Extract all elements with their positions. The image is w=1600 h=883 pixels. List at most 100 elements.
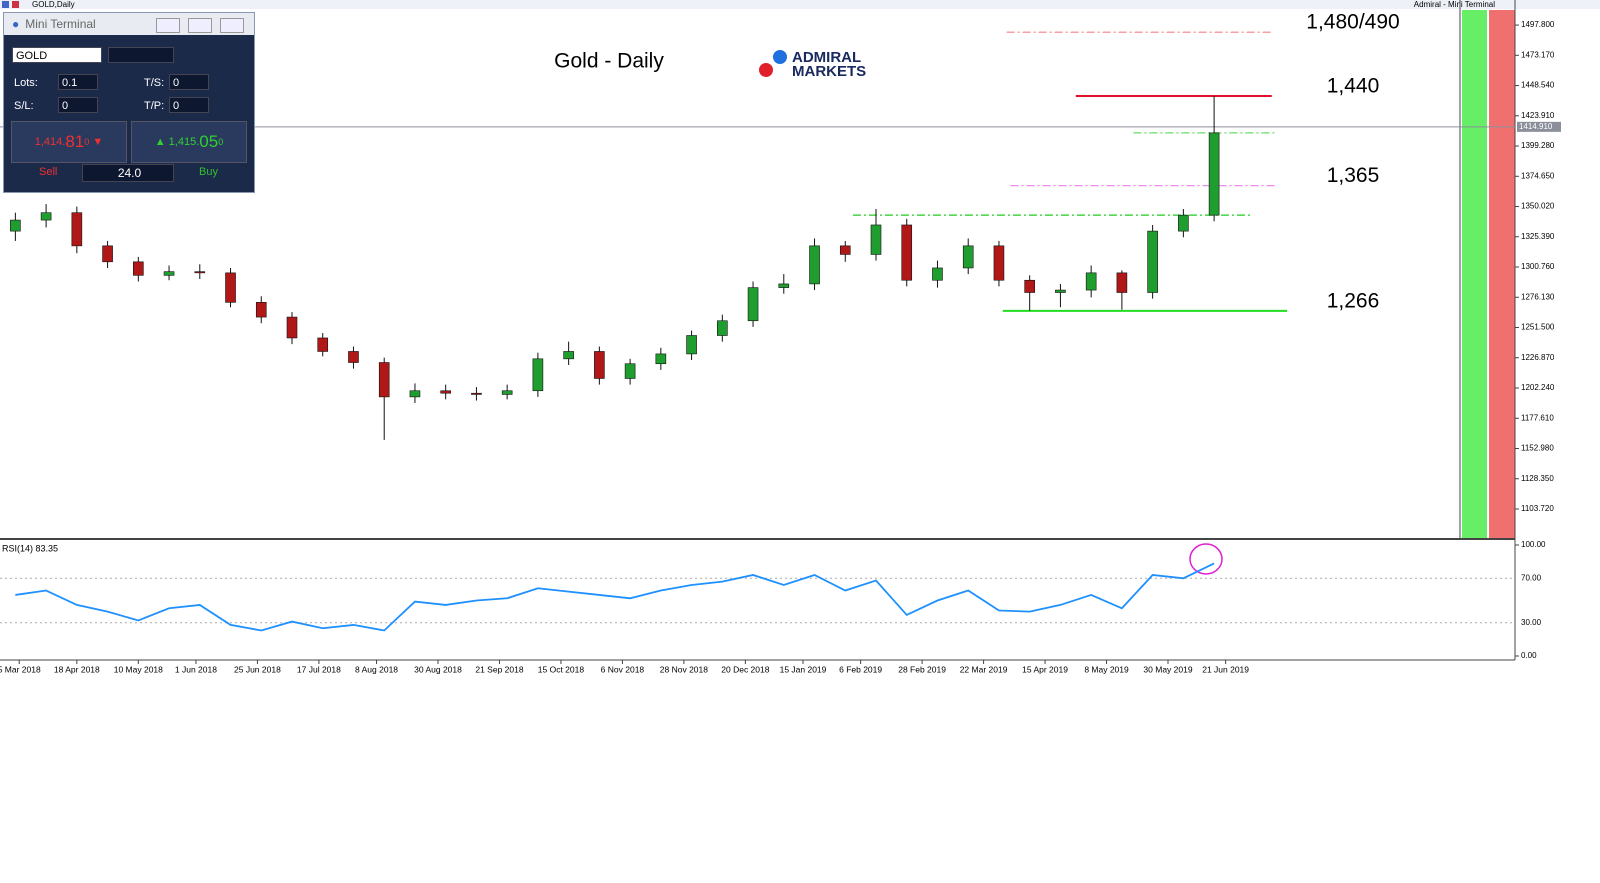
icon [2, 1, 9, 8]
tp-input[interactable]: 0 [169, 97, 209, 113]
candle-body [378, 362, 390, 398]
current-price-box [1517, 121, 1561, 132]
candle-body [1208, 132, 1220, 216]
candle-body [563, 351, 574, 360]
label: Lots: [14, 77, 38, 89]
x-tick-label: 20 Dec 2018 [721, 664, 769, 674]
y-tick-label: 1448.540 [1521, 81, 1555, 90]
title: Mini Terminal [25, 17, 96, 31]
candle-body [255, 302, 267, 318]
x-tick-label: 10 May 2018 [114, 664, 163, 674]
mini-terminal: ● Mini Terminal GOLD Lots: 0.1 T/S: 0 S/L… [3, 12, 255, 193]
logo-text: MARKETS [792, 63, 866, 80]
red-bar [1489, 10, 1515, 538]
x-tick-label: 15 Oct 2018 [538, 664, 585, 674]
y-tick-label: 1276.130 [1521, 292, 1555, 301]
green-bar [1462, 10, 1487, 538]
spread: 24.0 [82, 164, 174, 182]
candle-body [40, 212, 52, 221]
candle-body [1055, 289, 1066, 293]
x-tick-label: 8 Aug 2018 [355, 664, 398, 674]
top-strip [0, 0, 1600, 9]
level-label: 1,365 [1327, 164, 1380, 187]
x-tick-label: 25 Jun 2018 [234, 664, 281, 674]
candle-body [348, 351, 359, 363]
y-tick-label: 1325.390 [1521, 232, 1555, 241]
candle-body [225, 272, 236, 303]
logo-dot [759, 63, 773, 77]
symbol-input[interactable] [108, 47, 174, 63]
candle-body [624, 363, 636, 379]
candle-body [717, 320, 728, 336]
sl-input[interactable]: 0 [58, 97, 98, 113]
level-label: 1,440 [1327, 75, 1380, 98]
x-tick-label: 30 Aug 2018 [414, 664, 462, 674]
x-tick-label: 22 Mar 2019 [960, 664, 1008, 674]
candle-body [71, 212, 83, 247]
x-tick-label: 28 Feb 2019 [898, 664, 946, 674]
sell-label: Sell [39, 166, 58, 178]
minimize[interactable] [156, 18, 180, 33]
candle-body [686, 335, 697, 355]
icon [12, 1, 19, 8]
lots-input[interactable]: 0.1 [58, 74, 98, 90]
y-tick-label: 0.00 [1521, 651, 1537, 660]
candle-body [1178, 214, 1189, 232]
label: T/S: [144, 77, 165, 89]
x-tick-label: 18 Apr 2018 [54, 664, 100, 674]
y-tick-label: 1497.800 [1521, 20, 1555, 29]
candle-body [286, 316, 298, 339]
candle-body [932, 267, 943, 281]
price: 1,415. [168, 136, 200, 148]
logo-dot [773, 50, 787, 64]
x-tick-label: 8 May 2019 [1084, 664, 1129, 674]
x-tick-label: 28 Nov 2018 [660, 664, 708, 674]
x-tick-label: 6 Feb 2019 [839, 664, 882, 674]
candle-body [778, 283, 790, 288]
y-tick-label: 1350.020 [1521, 202, 1555, 211]
y-tick-label: 1423.910 [1521, 111, 1555, 120]
candle-body [747, 287, 759, 322]
x-tick-label: 17 Jul 2018 [297, 664, 341, 674]
candle-body [194, 271, 206, 274]
level-label: 1,266 [1327, 289, 1380, 312]
y-tick-label: 1226.870 [1521, 353, 1555, 362]
y-tick-label: 1251.500 [1521, 323, 1555, 332]
maximize[interactable] [188, 18, 212, 33]
y-tick-label: 1103.720 [1521, 504, 1554, 513]
logo-text: ADMIRAL [792, 49, 861, 66]
candle-body [901, 224, 913, 281]
symbol-select[interactable]: GOLD [12, 47, 102, 63]
candle-body [962, 245, 974, 269]
y-tick-label: 30.00 [1521, 618, 1542, 627]
y-tick-label: 1473.170 [1521, 50, 1555, 59]
y-tick-label: 1300.760 [1521, 262, 1555, 271]
y-tick-label: 1128.350 [1521, 474, 1554, 483]
candle-body [317, 337, 329, 352]
candle-body [133, 261, 144, 276]
price: 0 [84, 137, 90, 147]
candle-body [993, 245, 1005, 281]
x-tick-label: 21 Sep 2018 [475, 664, 523, 674]
candle-body [809, 245, 820, 285]
candle-body [532, 358, 544, 392]
mini-terminal-title: ● Mini Terminal [4, 13, 254, 35]
x-tick-label: 21 Jun 2019 [1202, 664, 1249, 674]
close[interactable] [220, 18, 244, 33]
x-tick-label: 15 Apr 2019 [1022, 664, 1068, 674]
buy-button[interactable]: ▲ 1,415. 05 0 [131, 121, 247, 163]
x-tick-label: 6 Nov 2018 [601, 664, 645, 674]
ts-input[interactable]: 0 [169, 74, 209, 90]
rsi-line [15, 562, 1215, 632]
candle-body [594, 351, 605, 379]
y-tick-label: 1177.610 [1521, 413, 1554, 422]
chart-title: Gold - Daily [554, 50, 664, 73]
y-tick-label: 1152.980 [1521, 444, 1554, 453]
sell-button[interactable]: 1,414. 81 0 ▼ [11, 121, 127, 163]
candle-body [409, 390, 421, 398]
window-right-title: Admiral - Mini Terminal [1414, 0, 1495, 9]
candle-body [1147, 230, 1158, 293]
y-tick-label: 1399.280 [1521, 141, 1555, 150]
candle-body [10, 219, 21, 232]
